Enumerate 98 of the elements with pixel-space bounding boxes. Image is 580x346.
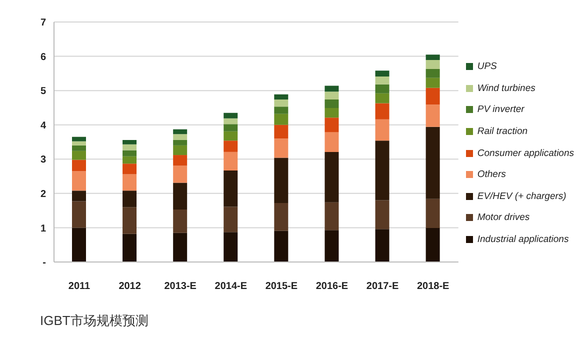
bar xyxy=(426,54,440,60)
y-tick-label: - xyxy=(42,258,46,269)
bar xyxy=(224,118,238,124)
y-tick-label: 3 xyxy=(40,154,46,166)
bar xyxy=(426,126,440,199)
y-tick-label: 4 xyxy=(40,120,46,132)
y-tick-label: 1 xyxy=(40,223,46,234)
legend-label: Others xyxy=(477,169,506,180)
bar xyxy=(72,145,86,151)
bar xyxy=(324,152,339,202)
bar xyxy=(173,145,188,156)
bar xyxy=(274,106,288,114)
legend-label: EV/HEV (+ chargers) xyxy=(477,190,566,202)
bar xyxy=(375,200,390,230)
x-tick-label: 2015-E xyxy=(265,281,298,292)
bar xyxy=(173,210,188,233)
bar xyxy=(224,152,238,170)
bar xyxy=(375,140,390,200)
bar xyxy=(122,234,137,262)
x-tick-label: 2016-E xyxy=(316,281,348,292)
bar xyxy=(72,190,86,202)
bar xyxy=(72,160,86,172)
bar xyxy=(224,124,238,132)
legend-label: PV inverter xyxy=(477,104,524,116)
bar xyxy=(274,114,288,125)
bar xyxy=(173,140,188,146)
bar xyxy=(324,108,339,118)
bar xyxy=(375,229,390,262)
bar xyxy=(224,170,238,207)
y-tick-label: 2 xyxy=(40,188,46,200)
bar xyxy=(173,134,188,140)
bar xyxy=(324,230,339,262)
bar xyxy=(375,103,390,120)
bar xyxy=(122,190,137,208)
bar xyxy=(274,158,288,204)
bar xyxy=(324,86,339,92)
bar xyxy=(122,164,137,174)
bar xyxy=(426,104,440,127)
bar xyxy=(274,99,288,107)
bar xyxy=(122,156,137,164)
bar xyxy=(224,140,238,152)
x-tick-label: 2013-E xyxy=(164,281,197,292)
bar xyxy=(224,232,238,262)
x-tick-label: 2017-E xyxy=(366,281,399,292)
y-tick-label: 5 xyxy=(40,86,46,98)
bar xyxy=(72,228,86,262)
legend-label: Industrial applications xyxy=(477,234,569,245)
bar xyxy=(375,76,390,84)
legend-label: Rail traction xyxy=(477,126,528,137)
bar xyxy=(274,138,288,158)
legend-label: Consumer applications xyxy=(477,148,574,158)
bar xyxy=(375,119,390,141)
bar xyxy=(122,174,137,191)
bar xyxy=(173,129,188,134)
legend-label: Motor drives xyxy=(477,212,530,224)
bar xyxy=(375,70,390,77)
y-tick-label: 7 xyxy=(40,18,46,29)
bar xyxy=(324,92,339,100)
bar xyxy=(224,112,238,118)
bar xyxy=(274,94,288,100)
bar xyxy=(173,232,188,262)
bar xyxy=(72,171,86,191)
bar xyxy=(72,150,86,160)
text: IGBT市场规模预测 xyxy=(40,312,150,330)
bar xyxy=(426,228,440,262)
x-tick-label: 2011 xyxy=(68,281,91,292)
bar xyxy=(122,207,137,234)
bar xyxy=(173,182,188,210)
bar xyxy=(426,68,440,78)
bar xyxy=(224,206,238,232)
bar xyxy=(122,140,137,144)
x-tick-label: 2014-E xyxy=(214,281,248,292)
bar xyxy=(122,150,137,156)
x-tick-label: 2012 xyxy=(118,281,142,292)
bar xyxy=(122,144,137,150)
bar xyxy=(173,155,188,166)
bar xyxy=(426,78,440,88)
bar xyxy=(224,131,238,141)
y-tick-label: 6 xyxy=(40,52,46,63)
bar xyxy=(324,118,339,132)
bar xyxy=(324,202,339,230)
bar xyxy=(375,93,390,104)
bar xyxy=(173,166,188,183)
legend-label: UPS xyxy=(477,61,497,72)
x-tick-label: 2018-E xyxy=(416,281,450,292)
bar xyxy=(72,201,86,228)
bar xyxy=(72,136,86,142)
bar xyxy=(375,84,390,94)
bar xyxy=(274,124,288,139)
bar xyxy=(274,230,288,262)
bar xyxy=(426,60,440,69)
bar xyxy=(426,88,440,105)
legend-label: Wind turbines xyxy=(477,82,536,94)
bar xyxy=(324,99,339,108)
bar xyxy=(426,198,440,228)
bar xyxy=(274,203,288,231)
bar xyxy=(324,132,339,152)
bar xyxy=(72,141,86,146)
